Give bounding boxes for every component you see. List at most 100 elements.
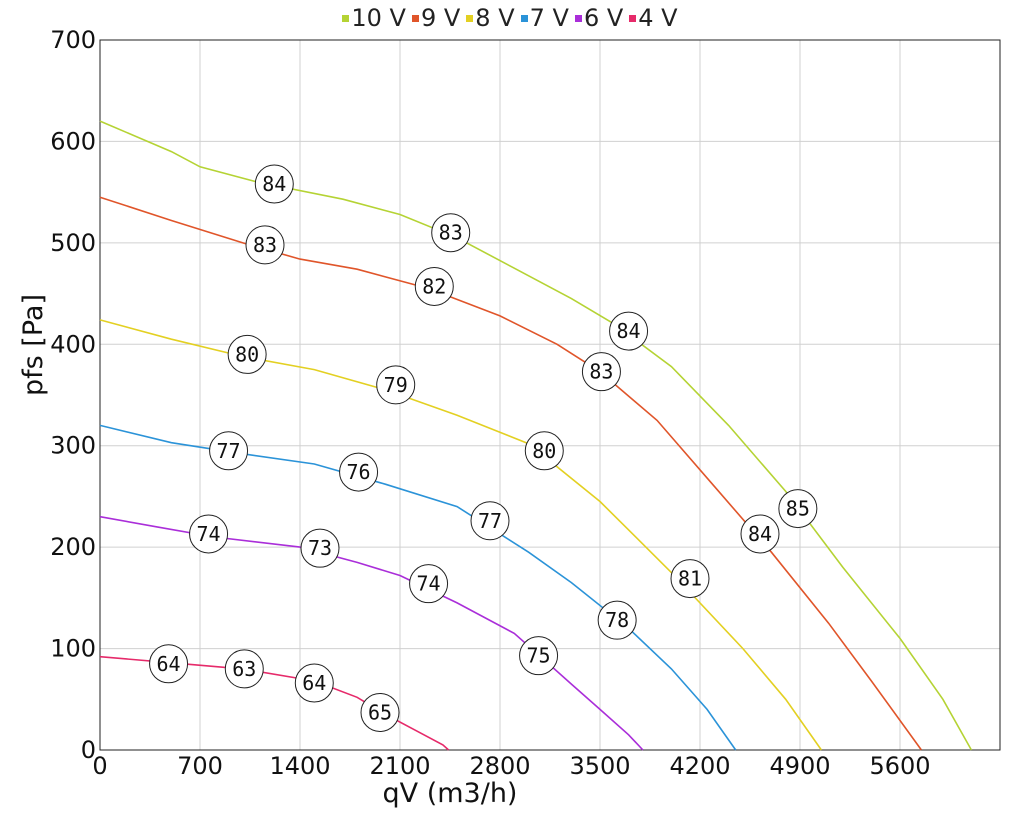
efficiency-bubble [597, 600, 637, 640]
x-tick-label: 1400 [269, 752, 330, 780]
efficiency-bubble [524, 431, 564, 471]
legend-swatch [466, 14, 474, 22]
efficiency-label: 64 [294, 663, 334, 703]
legend-label: 9 V [420, 4, 461, 32]
efficiency-label: 84 [740, 514, 780, 554]
efficiency-bubble [778, 489, 818, 529]
efficiency-bubble [670, 559, 710, 599]
efficiency-value: 77 [478, 509, 502, 533]
efficiency-value: 83 [589, 360, 613, 384]
efficiency-label: 74 [189, 514, 229, 554]
efficiency-value: 64 [157, 652, 181, 676]
efficiency-value: 74 [197, 522, 221, 546]
efficiency-bubble [609, 311, 649, 351]
x-tick-label: 2100 [369, 752, 430, 780]
efficiency-bubble [470, 501, 510, 541]
efficiency-value: 82 [422, 274, 446, 298]
efficiency-value: 77 [217, 439, 241, 463]
legend-item: 8 V [466, 4, 515, 32]
efficiency-label: 76 [339, 452, 379, 492]
efficiency-value: 80 [532, 439, 556, 463]
efficiency-bubble [431, 213, 471, 253]
efficiency-label: 83 [431, 213, 471, 253]
efficiency-label: 65 [360, 692, 400, 732]
efficiency-value: 81 [678, 567, 702, 591]
efficiency-label: 75 [519, 636, 559, 676]
y-tick-label: 600 [50, 127, 96, 155]
efficiency-label: 84 [609, 311, 649, 351]
efficiency-label: 77 [470, 501, 510, 541]
legend-swatch [342, 14, 350, 22]
efficiency-bubble [519, 636, 559, 676]
efficiency-bubble [581, 352, 621, 392]
efficiency-value: 84 [617, 319, 641, 343]
efficiency-label: 79 [376, 365, 416, 405]
legend-swatch [574, 14, 582, 22]
efficiency-value: 83 [253, 233, 277, 257]
x-tick-label: 4200 [669, 752, 730, 780]
x-axis-label: qV (m3/h) [383, 778, 518, 809]
legend-label: 7 V [529, 4, 569, 32]
efficiency-label: 80 [227, 334, 267, 374]
efficiency-label: 63 [224, 649, 264, 689]
efficiency-value: 84 [748, 522, 772, 546]
efficiency-bubble [339, 452, 379, 492]
y-axis-label: pfs [Pa] [18, 294, 49, 396]
efficiency-bubble [245, 225, 285, 265]
legend-label: 10 V [351, 4, 406, 32]
legend-item: 7 V [520, 4, 569, 32]
efficiency-label: 84 [254, 164, 294, 204]
efficiency-value: 63 [232, 657, 256, 681]
efficiency-label: 74 [409, 564, 449, 604]
efficiency-bubble [294, 663, 334, 703]
efficiency-bubble [209, 431, 249, 471]
x-tick-label: 700 [177, 752, 223, 780]
legend-swatch [411, 14, 419, 22]
efficiency-label: 81 [670, 559, 710, 599]
y-tick-label: 300 [50, 432, 96, 460]
efficiency-value: 83 [439, 221, 463, 245]
efficiency-value: 78 [605, 608, 629, 632]
legend-swatch [629, 14, 637, 22]
legend-item: 6 V [574, 4, 624, 32]
legend-swatch [520, 14, 528, 22]
efficiency-value: 74 [417, 572, 441, 596]
series-line-10-v [99, 120, 973, 751]
efficiency-label: 82 [414, 266, 454, 306]
efficiency-value: 65 [368, 700, 392, 724]
legend-label: 8 V [475, 4, 515, 32]
y-tick-label: 500 [50, 229, 96, 257]
efficiency-label: 64 [149, 644, 189, 684]
x-tick-label: 0 [92, 752, 107, 780]
efficiency-value: 73 [308, 536, 332, 560]
efficiency-bubble [189, 514, 229, 554]
efficiency-value: 75 [527, 644, 551, 668]
efficiency-label: 83 [581, 352, 621, 392]
efficiency-label: 73 [300, 528, 340, 568]
efficiency-bubble [376, 365, 416, 405]
efficiency-bubble [414, 266, 454, 306]
efficiency-bubble [740, 514, 780, 554]
legend-label: 4 V [638, 4, 678, 32]
efficiency-value: 79 [384, 373, 408, 397]
legend-item: 10 V [342, 4, 406, 32]
efficiency-label: 77 [209, 431, 249, 471]
efficiency-bubble [360, 692, 400, 732]
x-tick-label: 2800 [469, 752, 530, 780]
legend-item: 4 V [629, 4, 678, 32]
legend-item: 9 V [411, 4, 461, 32]
x-tick-label: 5600 [869, 752, 930, 780]
x-tick-label: 3500 [569, 752, 630, 780]
efficiency-value: 64 [302, 671, 326, 695]
efficiency-bubble [224, 649, 264, 689]
efficiency-label: 78 [597, 600, 637, 640]
efficiency-value: 80 [235, 342, 259, 366]
chart-legend: 10 V 9 V 8 V 7 V 6 V 4 V [0, 4, 1020, 32]
series-line-4-v [99, 655, 450, 751]
efficiency-label: 85 [778, 489, 818, 529]
efficiency-label: 83 [245, 225, 285, 265]
legend-label: 6 V [583, 4, 624, 32]
efficiency-label: 80 [524, 431, 564, 471]
efficiency-value: 84 [262, 172, 286, 196]
y-tick-label: 400 [50, 330, 96, 358]
